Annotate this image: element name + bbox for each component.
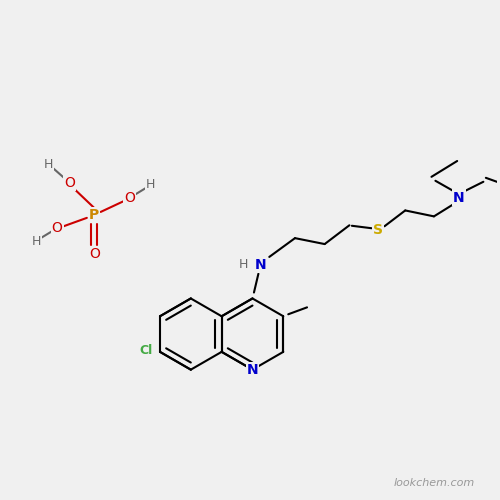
Text: Cl: Cl: [140, 344, 153, 358]
Text: H: H: [32, 235, 41, 248]
Text: H: H: [146, 178, 156, 190]
Text: O: O: [89, 247, 100, 261]
Text: O: O: [124, 191, 136, 205]
Text: N: N: [246, 362, 258, 376]
Text: H: H: [44, 158, 54, 171]
Text: N: N: [453, 190, 464, 204]
Text: O: O: [52, 220, 62, 234]
Text: O: O: [64, 176, 75, 190]
Text: P: P: [89, 208, 100, 222]
Text: S: S: [373, 223, 383, 237]
Text: N: N: [255, 258, 266, 272]
Text: H: H: [239, 258, 248, 272]
Text: lookchem.com: lookchem.com: [394, 478, 475, 488]
